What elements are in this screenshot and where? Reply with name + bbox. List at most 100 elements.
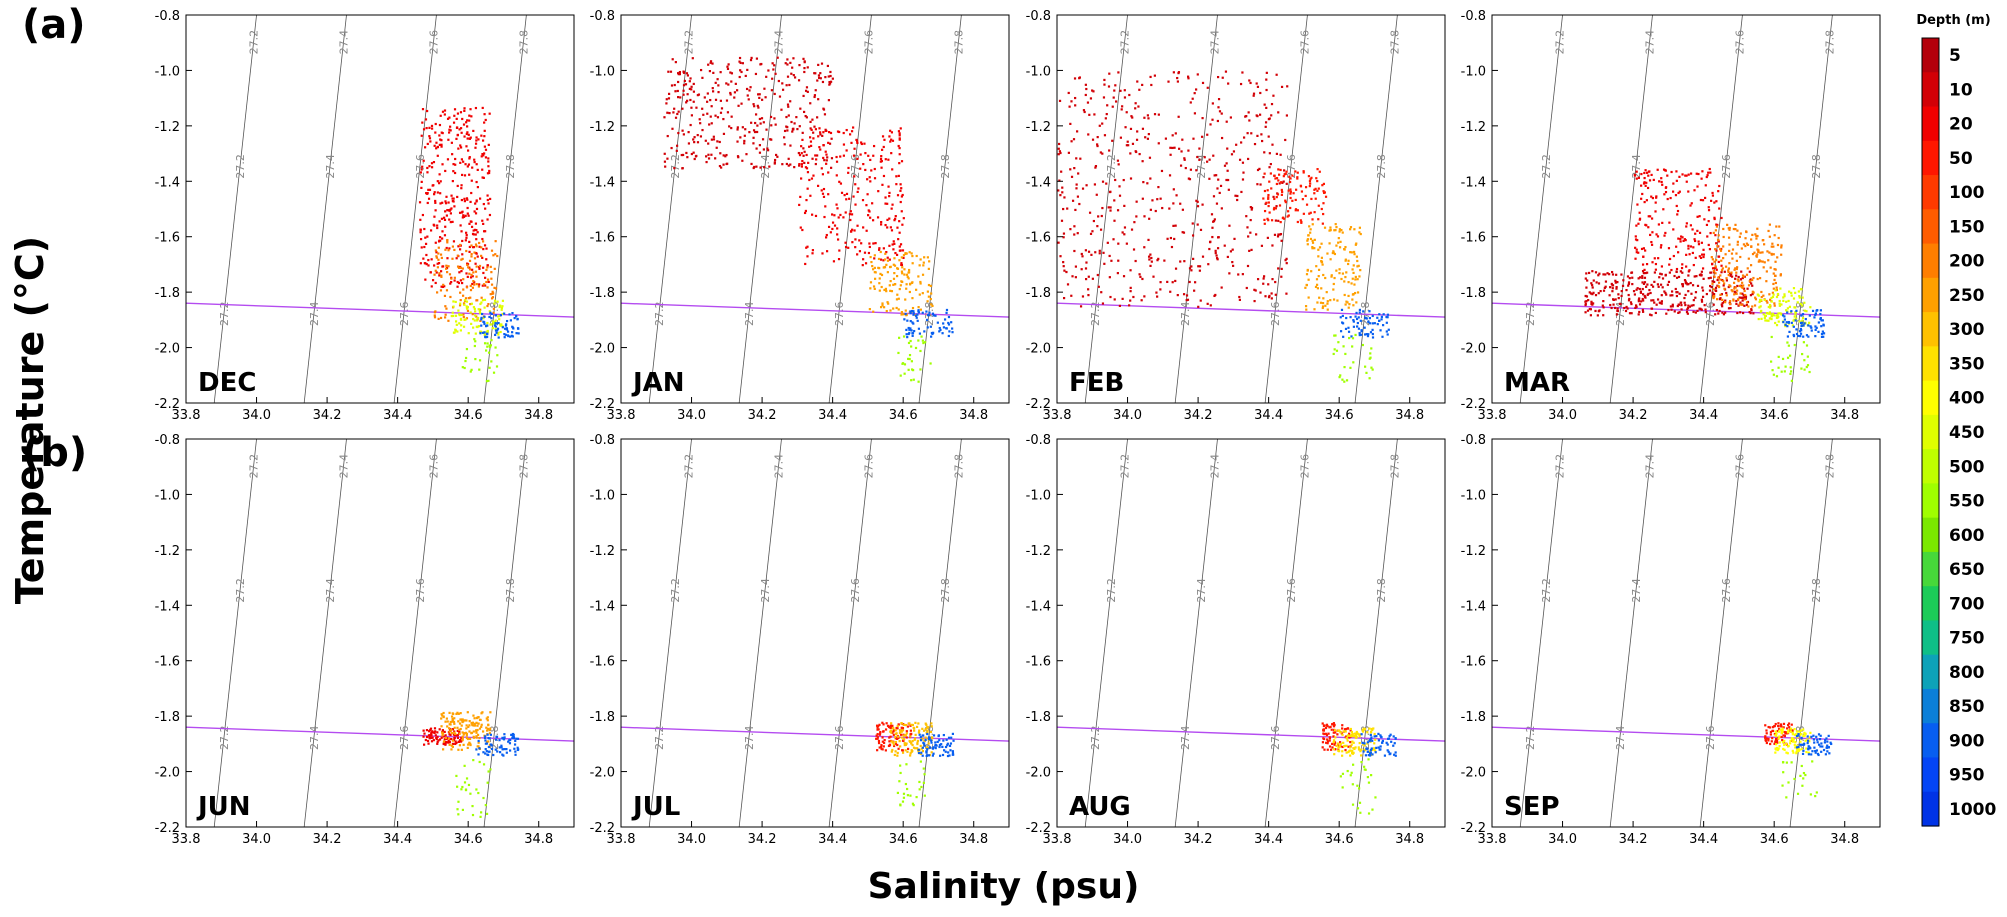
scatter-point xyxy=(803,61,806,64)
scatter-point xyxy=(1337,237,1340,240)
scatter-point xyxy=(822,156,825,160)
scatter-point xyxy=(896,727,899,730)
scatter-point xyxy=(879,258,883,261)
colorbar-segment xyxy=(1922,175,1939,210)
scatter-point xyxy=(932,752,935,755)
scatter-point xyxy=(1664,291,1667,295)
scatter-point xyxy=(1652,299,1655,302)
scatter-point xyxy=(1323,191,1326,194)
scatter-point xyxy=(1109,209,1112,212)
scatter-point xyxy=(1617,296,1620,300)
scatter-point xyxy=(1712,295,1715,298)
scatter-point xyxy=(487,379,490,382)
scatter-point xyxy=(1814,328,1817,331)
scatter-point xyxy=(426,171,429,174)
scatter-point xyxy=(1353,283,1356,286)
scatter-point xyxy=(491,290,494,293)
scatter-point xyxy=(457,147,460,150)
scatter-point xyxy=(1259,183,1262,186)
scatter-point xyxy=(1742,294,1745,297)
scatter-point xyxy=(1252,92,1256,95)
scatter-point xyxy=(1277,267,1280,270)
scatter-point xyxy=(896,754,899,757)
scatter-point xyxy=(888,217,891,220)
scatter-point xyxy=(1175,194,1178,197)
scatter-point xyxy=(752,129,756,132)
scatter-point xyxy=(1096,143,1099,146)
scatter-point xyxy=(1625,288,1628,292)
scatter-point xyxy=(802,57,805,60)
colorbar-segment xyxy=(1922,209,1939,245)
scatter-point xyxy=(1316,180,1319,183)
scatter-point xyxy=(1285,257,1288,260)
isopycnal-label: 27.4 xyxy=(1195,578,1208,603)
y-tick-label: -2.0 xyxy=(590,766,615,781)
panel-frame xyxy=(1056,14,1446,404)
scatter-point xyxy=(483,306,486,309)
scatter-point xyxy=(1063,196,1066,199)
scatter-point xyxy=(477,138,480,141)
scatter-point xyxy=(900,210,903,213)
scatter-point xyxy=(427,264,430,267)
scatter-point xyxy=(916,742,919,746)
scatter-point xyxy=(466,746,469,750)
scatter-point xyxy=(722,132,726,135)
scatter-point xyxy=(465,197,469,200)
scatter-point xyxy=(889,309,892,312)
scatter-point xyxy=(882,745,885,748)
scatter-point xyxy=(440,256,443,260)
scatter-point xyxy=(741,126,744,129)
scatter-point xyxy=(897,174,900,178)
scatter-point xyxy=(921,292,924,295)
scatter-point xyxy=(482,266,485,269)
scatter-point xyxy=(478,267,481,270)
scatter-point xyxy=(1367,754,1370,757)
isopycnal-line xyxy=(1174,15,1218,403)
scatter-cluster-50m xyxy=(1321,722,1352,752)
scatter-point xyxy=(1069,228,1072,231)
scatter-point xyxy=(1684,282,1687,285)
scatter-point xyxy=(884,749,887,752)
scatter-point xyxy=(1284,172,1287,176)
scatter-point xyxy=(1742,296,1745,300)
scatter-point xyxy=(469,136,472,139)
scatter-point xyxy=(889,129,892,132)
scatter-point xyxy=(1266,217,1269,220)
scatter-point xyxy=(459,111,463,114)
scatter-point xyxy=(444,305,447,308)
scatter-cluster-900m xyxy=(1339,308,1390,339)
scatter-point xyxy=(829,231,832,234)
scatter-point xyxy=(1640,300,1643,303)
scatter-point xyxy=(1112,96,1115,99)
scatter-point xyxy=(1584,304,1587,307)
scatter-point xyxy=(1800,324,1804,327)
scatter-point xyxy=(448,128,451,131)
scatter-point xyxy=(749,58,753,62)
scatter-point xyxy=(863,142,866,145)
isopycnal-line xyxy=(1789,15,1833,403)
scatter-point xyxy=(878,248,881,251)
scatter-point xyxy=(1367,812,1371,815)
scatter-point xyxy=(458,211,462,214)
y-tick-label: -2.2 xyxy=(155,397,180,412)
scatter-point xyxy=(936,740,939,743)
scatter-point xyxy=(1636,287,1639,290)
scatter-point xyxy=(1355,311,1358,315)
scatter-point xyxy=(438,134,441,137)
scatter-point xyxy=(478,359,482,362)
isopycnal-label: 27.6 xyxy=(414,578,427,603)
scatter-point xyxy=(893,264,897,267)
scatter-point xyxy=(446,271,449,274)
scatter-point xyxy=(1113,199,1116,202)
scatter-point xyxy=(451,719,454,722)
scatter-point xyxy=(1771,312,1775,315)
isopycnal-label: 27.8 xyxy=(952,454,965,479)
scatter-point xyxy=(1722,313,1726,316)
scatter-point xyxy=(1393,742,1396,745)
scatter-point xyxy=(682,71,686,74)
scatter-point xyxy=(844,245,848,249)
scatter-point xyxy=(1343,248,1346,251)
scatter-point xyxy=(461,117,464,121)
scatter-point xyxy=(1591,270,1594,273)
scatter-point xyxy=(473,344,476,348)
